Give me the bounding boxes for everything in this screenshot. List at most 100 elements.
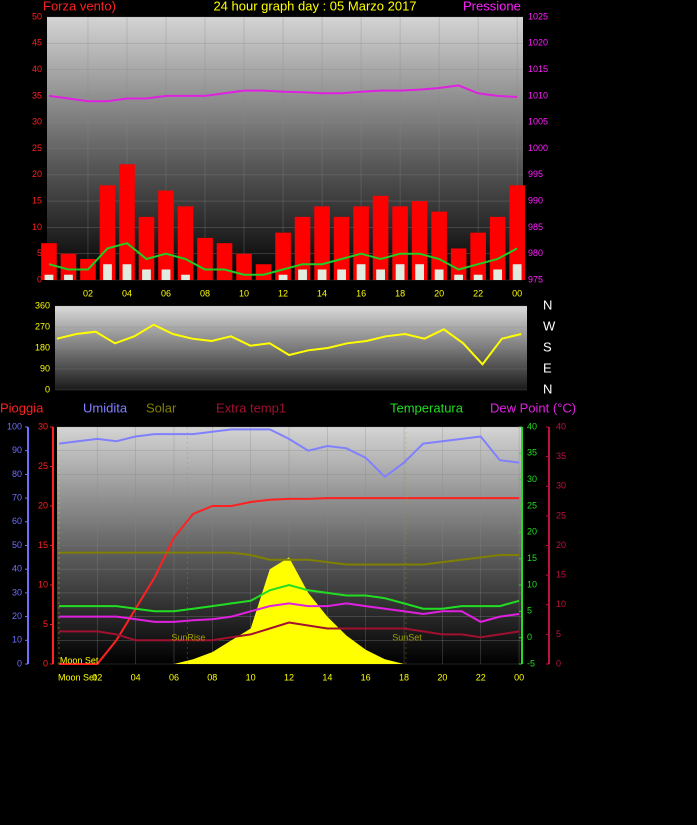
y-tick-label: 25 — [556, 510, 566, 520]
annotation: Moon Set — [60, 655, 99, 665]
bar — [278, 274, 288, 280]
bar — [119, 164, 135, 280]
y-tick-label: 10 — [12, 635, 22, 645]
y-tick-label: 80 — [12, 469, 22, 479]
y-tick-label: 15 — [32, 195, 42, 205]
x-tick-label: 20 — [434, 288, 444, 298]
y-tick-label: 20 — [12, 611, 22, 621]
y-tick-label: 270 — [35, 321, 50, 331]
bar — [138, 216, 155, 280]
x-tick-label: 02 — [92, 672, 102, 682]
y-tick-label: 30 — [32, 117, 42, 127]
y-tick-label: 1005 — [528, 117, 548, 127]
bar — [356, 264, 366, 280]
bar — [181, 274, 190, 280]
bar — [395, 264, 405, 280]
x-tick-label: 16 — [361, 672, 371, 682]
y-tick-label: 15 — [527, 553, 537, 563]
y-tick-label: 45 — [32, 38, 42, 48]
line — [58, 621, 520, 642]
legend-entry: Umidita — [83, 400, 128, 415]
y-tick-label: 10 — [32, 222, 42, 232]
area — [58, 557, 520, 664]
y-tick-label: W — [543, 318, 556, 333]
x-tick-label: 22 — [476, 672, 486, 682]
y-tick-label: 1000 — [528, 143, 548, 153]
bar — [64, 274, 73, 280]
bar — [392, 206, 408, 280]
line — [58, 428, 520, 479]
x-tick-label: 10 — [239, 288, 249, 298]
legend-entry: Solar — [146, 400, 177, 415]
y-tick-label: 0 — [37, 274, 42, 284]
y-tick-label: 0 — [45, 384, 50, 394]
y-tick-label: 1015 — [528, 64, 548, 74]
bar — [60, 253, 77, 280]
bar — [317, 269, 327, 280]
y-tick-label: 25 — [38, 461, 48, 471]
x-tick-label: 08 — [200, 288, 210, 298]
line — [58, 583, 520, 613]
x-tick-label: 20 — [437, 672, 447, 682]
x-tick-label: 18 — [399, 672, 409, 682]
y-tick-label: 35 — [556, 451, 566, 461]
bar — [41, 243, 57, 280]
bar — [473, 274, 483, 280]
y-tick-label: 5 — [43, 619, 48, 629]
x-tick-label: 18 — [395, 288, 405, 298]
y-tick-label: 25 — [527, 500, 537, 510]
y-tick-label: 30 — [527, 474, 537, 484]
bar — [431, 211, 447, 280]
y-tick-label: 180 — [35, 342, 50, 352]
bar — [509, 185, 525, 280]
y-tick-label: 20 — [556, 540, 566, 550]
bar — [493, 269, 503, 280]
bar — [122, 264, 132, 280]
bar — [298, 269, 307, 280]
y-tick-label: 30 — [556, 481, 566, 491]
bar — [353, 206, 369, 280]
x-tick-label: 16 — [356, 288, 366, 298]
y-tick-label: 40 — [527, 421, 537, 431]
y-tick-label: 60 — [12, 516, 22, 526]
x-axis-label: Moon Set — [58, 672, 97, 682]
y-tick-label: 360 — [35, 300, 50, 310]
x-tick-label: 14 — [322, 672, 332, 682]
bar — [142, 269, 151, 280]
bar — [216, 243, 233, 280]
y-tick-label: 25 — [32, 143, 42, 153]
y-tick-label: 35 — [32, 90, 42, 100]
bar — [454, 274, 464, 280]
y-tick-label: 5 — [556, 629, 561, 639]
y-tick-label: 10 — [556, 599, 566, 609]
legend-entry: Dew Point (°C) — [490, 400, 576, 415]
y-tick-label: 1025 — [528, 11, 548, 21]
y-tick-label: 0 — [43, 658, 48, 668]
line — [56, 323, 522, 366]
x-tick-label: 04 — [131, 672, 141, 682]
bar — [372, 195, 389, 280]
y-tick-label: 0 — [556, 658, 561, 668]
line — [48, 242, 518, 276]
y-tick-label: N — [543, 297, 552, 312]
y-tick-label: 10 — [38, 579, 48, 589]
y-tick-label: 985 — [528, 222, 543, 232]
bar — [470, 232, 486, 280]
y-tick-label: 0 — [527, 632, 532, 642]
x-tick-label: 14 — [317, 288, 327, 298]
y-tick-label: 1010 — [528, 90, 548, 100]
legend-entry: Temperatura — [390, 400, 464, 415]
y-tick-label: 0 — [17, 658, 22, 668]
bar — [103, 264, 112, 280]
y-tick-label: 40 — [556, 421, 566, 431]
annotation: SunSet — [392, 632, 422, 642]
chart-title: 24 hour graph day : 05 Marzo 2017 — [213, 0, 416, 13]
y-tick-label: 980 — [528, 248, 543, 258]
y-tick-label: 10 — [527, 579, 537, 589]
annotation: SunRise — [171, 632, 205, 642]
y-axis-title: Forza vento) — [43, 0, 116, 13]
bar — [255, 264, 272, 280]
bar — [337, 269, 346, 280]
x-tick-label: 02 — [83, 288, 93, 298]
